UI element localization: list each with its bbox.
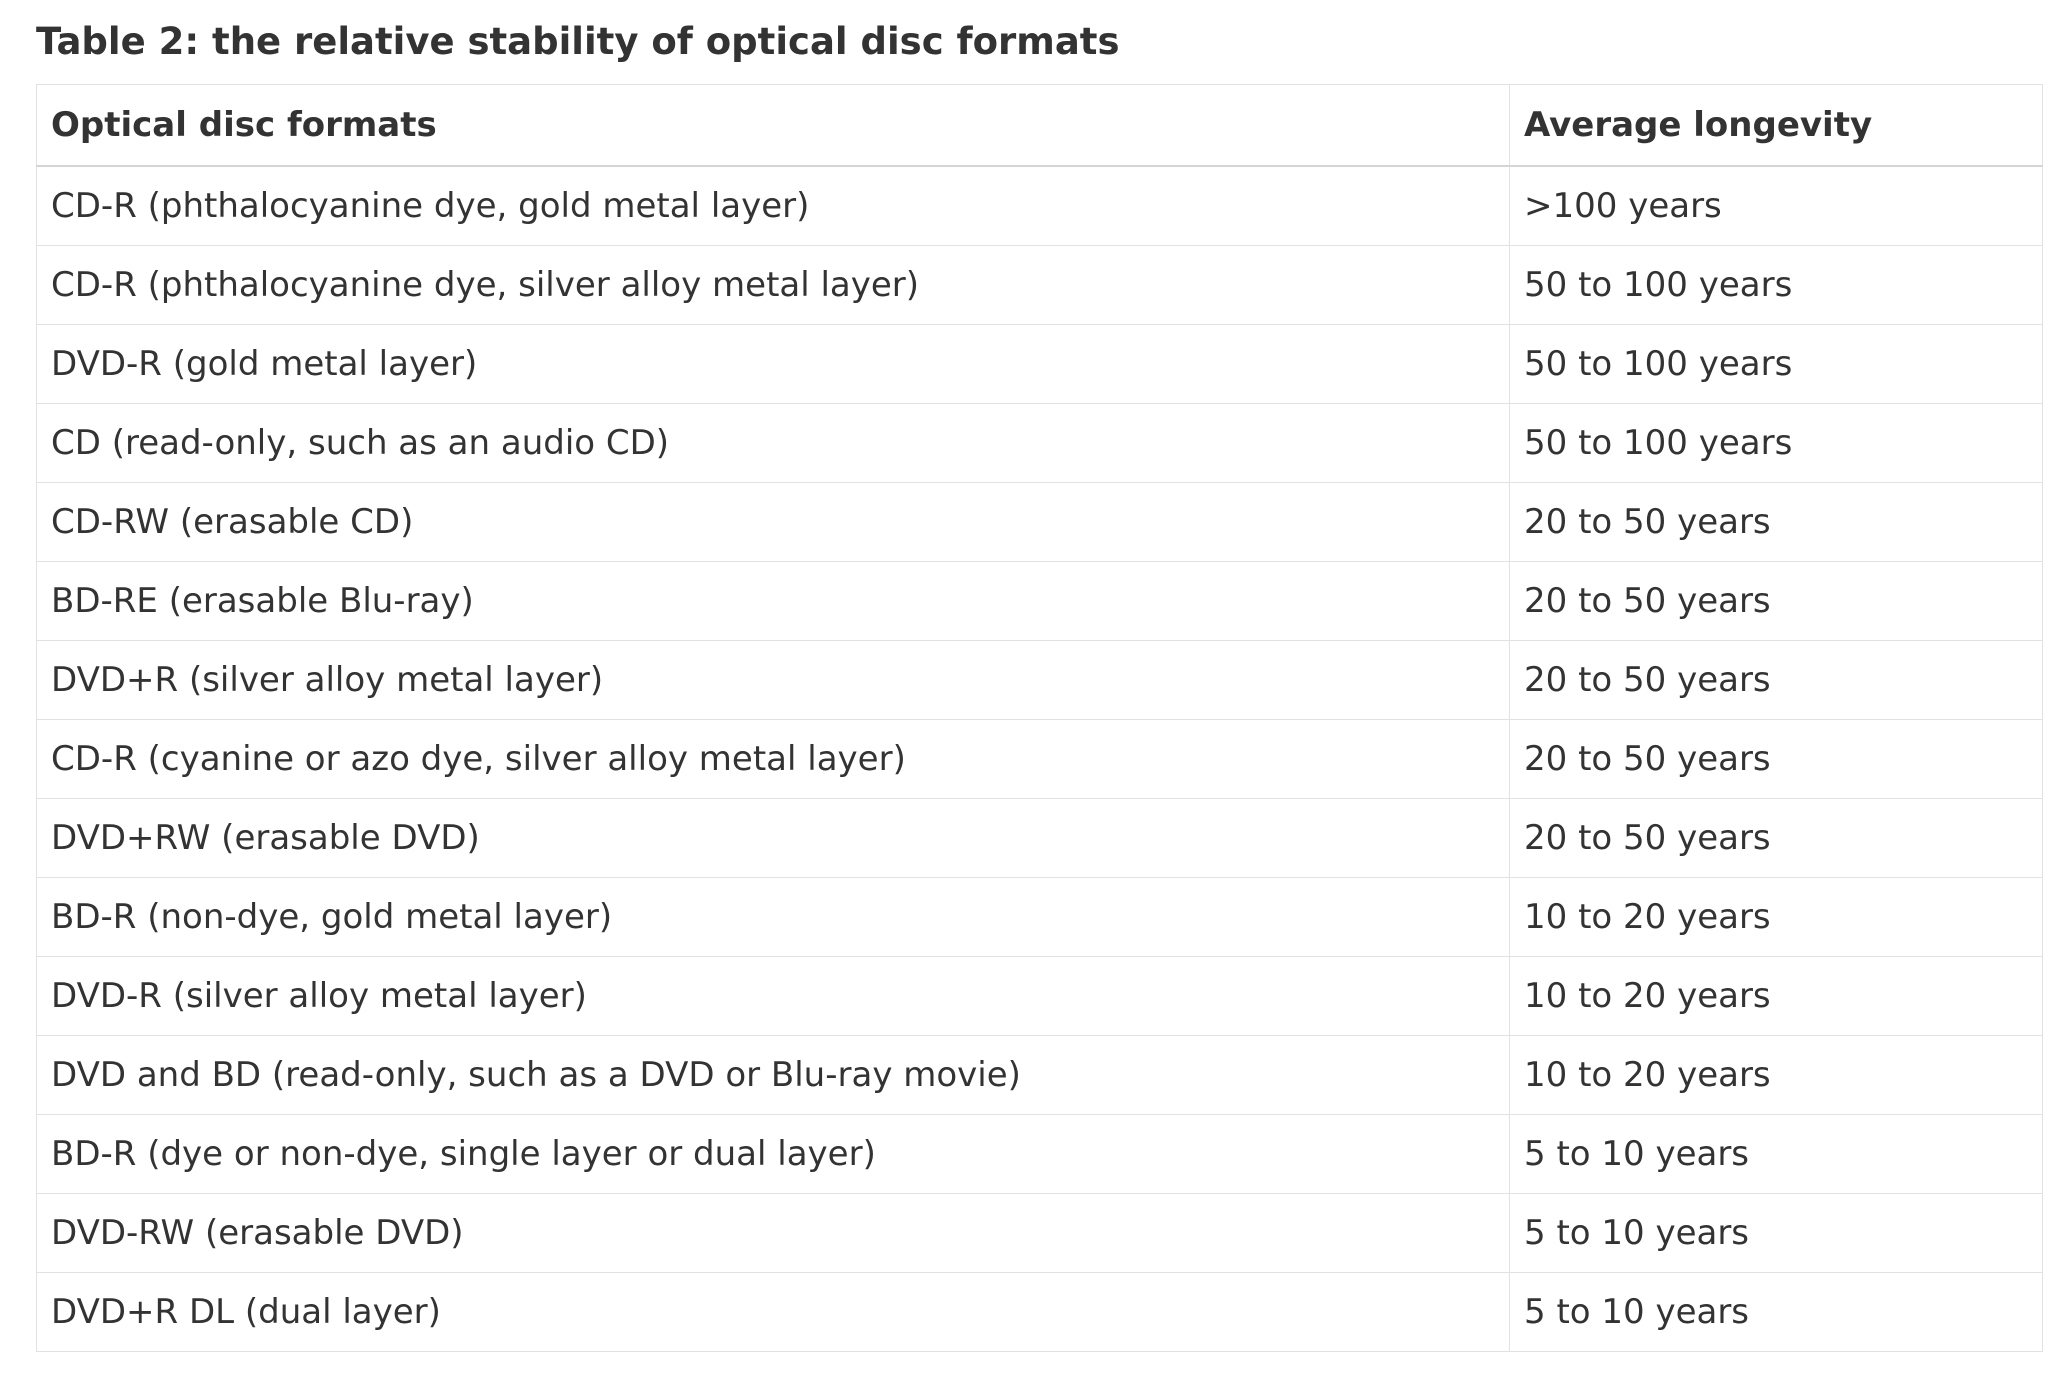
format-cell: BD-RE (erasable Blu-ray) (36, 561, 1510, 641)
longevity-cell: 20 to 50 years (1509, 561, 2043, 641)
table-row: CD-R (phthalocyanine dye, gold metal lay… (36, 165, 2043, 246)
longevity-cell: 20 to 50 years (1509, 798, 2043, 878)
longevity-cell: 20 to 50 years (1509, 482, 2043, 562)
longevity-cell: 50 to 100 years (1509, 324, 2043, 404)
table-row: DVD and BD (read-only, such as a DVD or … (36, 1035, 2043, 1115)
longevity-cell: 5 to 10 years (1509, 1193, 2043, 1273)
format-cell: DVD+RW (erasable DVD) (36, 798, 1510, 878)
longevity-table: Optical disc formats Average longevity C… (36, 84, 2043, 1352)
format-cell: CD-RW (erasable CD) (36, 482, 1510, 562)
table-row: CD-R (cyanine or azo dye, silver alloy m… (36, 719, 2043, 799)
longevity-cell: 50 to 100 years (1509, 245, 2043, 325)
table-row: DVD-R (gold metal layer) 50 to 100 years (36, 324, 2043, 404)
longevity-cell: 5 to 10 years (1509, 1114, 2043, 1194)
table-row: CD-RW (erasable CD) 20 to 50 years (36, 482, 2043, 562)
table-row: DVD+R DL (dual layer) 5 to 10 years (36, 1272, 2043, 1352)
longevity-cell: 5 to 10 years (1509, 1272, 2043, 1352)
format-cell: CD-R (phthalocyanine dye, gold metal lay… (36, 165, 1510, 246)
column-header-format: Optical disc formats (36, 84, 1510, 167)
table-row: DVD-R (silver alloy metal layer) 10 to 2… (36, 956, 2043, 1036)
format-cell: DVD and BD (read-only, such as a DVD or … (36, 1035, 1510, 1115)
format-cell: CD-R (cyanine or azo dye, silver alloy m… (36, 719, 1510, 799)
format-cell: CD (read-only, such as an audio CD) (36, 403, 1510, 483)
table-header-row: Optical disc formats Average longevity (36, 84, 2043, 167)
longevity-cell: 10 to 20 years (1509, 1035, 2043, 1115)
format-cell: BD-R (dye or non-dye, single layer or du… (36, 1114, 1510, 1194)
longevity-cell: 50 to 100 years (1509, 403, 2043, 483)
document-page: Table 2: the relative stability of optic… (36, 14, 2043, 1352)
format-cell: DVD-R (gold metal layer) (36, 324, 1510, 404)
table-row: CD-R (phthalocyanine dye, silver alloy m… (36, 245, 2043, 325)
longevity-cell: 10 to 20 years (1509, 877, 2043, 957)
format-cell: DVD+R (silver alloy metal layer) (36, 640, 1510, 720)
format-cell: BD-R (non-dye, gold metal layer) (36, 877, 1510, 957)
table-row: BD-R (dye or non-dye, single layer or du… (36, 1114, 2043, 1194)
table-row: DVD-RW (erasable DVD) 5 to 10 years (36, 1193, 2043, 1273)
table-row: BD-R (non-dye, gold metal layer) 10 to 2… (36, 877, 2043, 957)
table-row: BD-RE (erasable Blu-ray) 20 to 50 years (36, 561, 2043, 641)
column-header-longevity: Average longevity (1509, 84, 2043, 167)
table-caption: Table 2: the relative stability of optic… (36, 20, 1120, 63)
longevity-cell: 10 to 20 years (1509, 956, 2043, 1036)
table-row: DVD+R (silver alloy metal layer) 20 to 5… (36, 640, 2043, 720)
table-row: CD (read-only, such as an audio CD) 50 t… (36, 403, 2043, 483)
longevity-cell: >100 years (1509, 165, 2043, 246)
longevity-cell: 20 to 50 years (1509, 719, 2043, 799)
table-row: DVD+RW (erasable DVD) 20 to 50 years (36, 798, 2043, 878)
format-cell: CD-R (phthalocyanine dye, silver alloy m… (36, 245, 1510, 325)
longevity-cell: 20 to 50 years (1509, 640, 2043, 720)
format-cell: DVD-RW (erasable DVD) (36, 1193, 1510, 1273)
format-cell: DVD+R DL (dual layer) (36, 1272, 1510, 1352)
format-cell: DVD-R (silver alloy metal layer) (36, 956, 1510, 1036)
